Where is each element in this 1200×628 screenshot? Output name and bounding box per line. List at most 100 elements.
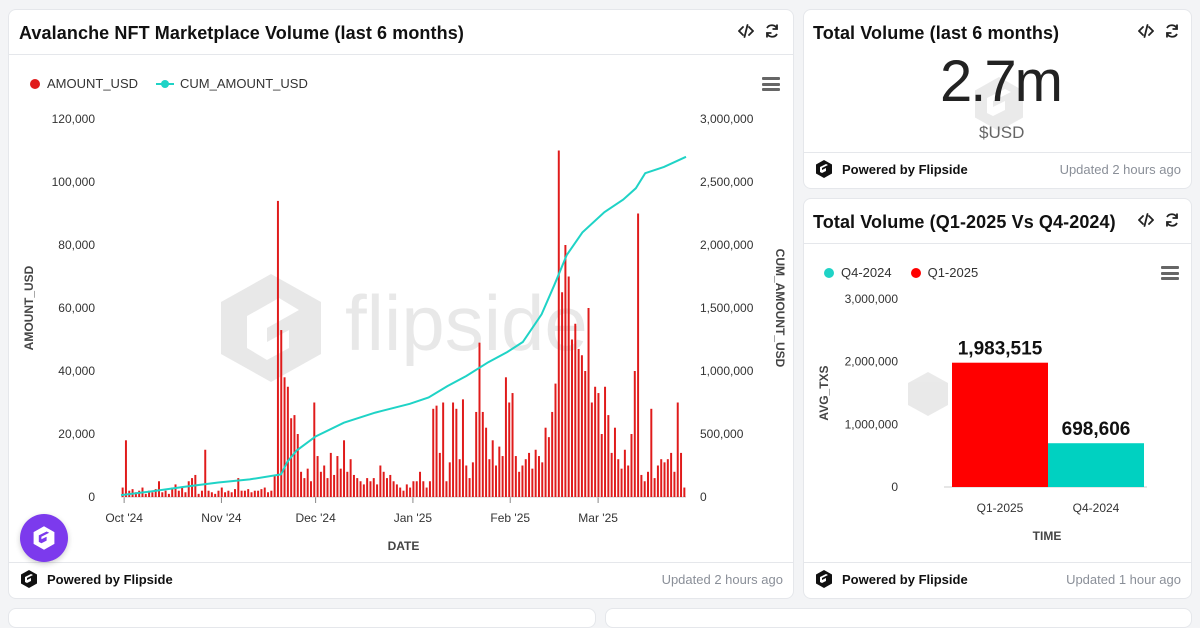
amount-bar[interactable] [161,492,164,497]
amount-bar[interactable] [293,415,296,497]
amount-bar[interactable] [144,493,147,497]
amount-bar[interactable] [250,492,253,497]
amount-bar[interactable] [167,493,170,497]
amount-bar[interactable] [620,468,623,497]
amount-bar[interactable] [366,478,369,497]
amount-bar[interactable] [286,386,289,497]
amount-bar[interactable] [349,459,352,497]
amount-bar[interactable] [580,355,583,497]
powered-by[interactable]: Powered by Flipside [814,159,968,179]
amount-bar[interactable] [452,402,455,498]
amount-bar[interactable] [323,465,326,498]
amount-bar[interactable] [660,459,663,497]
amount-bar[interactable] [623,449,626,497]
amount-bar[interactable] [319,471,322,497]
amount-bar[interactable] [257,490,260,497]
amount-bar[interactable] [234,489,236,498]
flipside-fab-button[interactable] [20,514,68,562]
amount-bar[interactable] [405,484,408,497]
amount-bar[interactable] [610,452,613,497]
amount-bar[interactable] [438,452,441,497]
amount-bar[interactable] [171,487,174,497]
amount-bar[interactable] [604,386,607,497]
amount-bar[interactable] [253,490,256,497]
amount-bar[interactable] [412,481,415,497]
amount-bar[interactable] [498,446,501,497]
amount-bar[interactable] [359,481,362,497]
amount-bar[interactable] [508,402,511,498]
amount-bar[interactable] [174,484,177,497]
amount-bar[interactable] [518,471,521,497]
amount-bar[interactable] [197,493,200,497]
amount-bar[interactable] [491,440,494,497]
amount-bar[interactable] [243,490,246,497]
amount-bar[interactable] [448,462,451,497]
amount-bar[interactable] [571,339,573,498]
legend-amount-usd[interactable]: AMOUNT_USD [29,76,138,91]
amount-bar[interactable] [481,411,484,497]
amount-bar[interactable] [263,487,266,497]
amount-bar[interactable] [666,459,669,497]
amount-bar[interactable] [224,492,227,497]
amount-bar[interactable] [643,481,646,497]
amount-bar[interactable] [673,471,676,497]
amount-bar[interactable] [488,459,491,497]
amount-bar[interactable] [478,342,481,497]
refresh-icon[interactable] [1163,211,1181,229]
amount-bar[interactable] [385,478,388,497]
amount-bar[interactable] [326,478,329,497]
amount-bar[interactable] [656,465,659,498]
amount-bar[interactable] [590,402,593,498]
amount-bar[interactable] [504,377,507,497]
amount-bar[interactable] [164,490,167,497]
amount-bar[interactable] [356,478,359,497]
amount-bar[interactable] [432,408,435,497]
amount-bar[interactable] [267,492,270,497]
amount-bar[interactable] [670,452,673,497]
amount-bar[interactable] [230,492,233,497]
amount-bar[interactable] [683,487,686,497]
amount-bar[interactable] [409,487,412,497]
amount-bar[interactable] [210,492,213,497]
amount-bar[interactable] [445,481,448,497]
amount-bar[interactable] [200,490,203,497]
amount-bar[interactable] [402,490,405,497]
amount-bar[interactable] [531,468,534,497]
amount-bar[interactable] [633,371,636,497]
amount-bar[interactable] [392,481,395,497]
amount-bar[interactable] [557,150,560,498]
legend-q1-2025[interactable]: Q1-2025 [910,265,978,280]
code-icon[interactable] [737,22,755,40]
amount-bar[interactable] [296,434,299,497]
amount-bar[interactable] [134,492,137,497]
amount-bar[interactable] [650,408,653,497]
amount-bar[interactable] [227,490,230,497]
amount-bar[interactable] [544,427,547,497]
amount-bar[interactable] [283,377,286,497]
amount-bar[interactable] [574,323,577,497]
amount-bar[interactable] [379,465,382,498]
amount-bar[interactable] [124,440,127,497]
amount-bar[interactable] [303,478,306,497]
cum-amount-line[interactable] [120,155,687,497]
amount-bar[interactable] [567,276,570,498]
amount-bar[interactable] [177,490,180,497]
amount-bar[interactable] [630,434,633,497]
amount-bar[interactable] [458,459,461,497]
amount-bar[interactable] [309,481,312,497]
powered-by[interactable]: Powered by Flipside [19,569,173,589]
amount-bar[interactable] [537,456,540,497]
amount-bar[interactable] [468,478,471,497]
amount-bar[interactable] [475,411,478,497]
amount-bar[interactable] [594,386,597,497]
amount-bar[interactable] [316,456,319,497]
amount-bar[interactable] [306,468,309,497]
volume-bar-q4-2024[interactable] [1048,443,1144,487]
amount-bar[interactable] [551,411,554,497]
amount-bar[interactable] [485,427,488,497]
amount-bar[interactable] [455,408,458,497]
amount-bar[interactable] [554,383,557,497]
amount-bar[interactable] [600,434,603,497]
amount-bar[interactable] [528,452,531,497]
amount-bar[interactable] [564,245,567,497]
